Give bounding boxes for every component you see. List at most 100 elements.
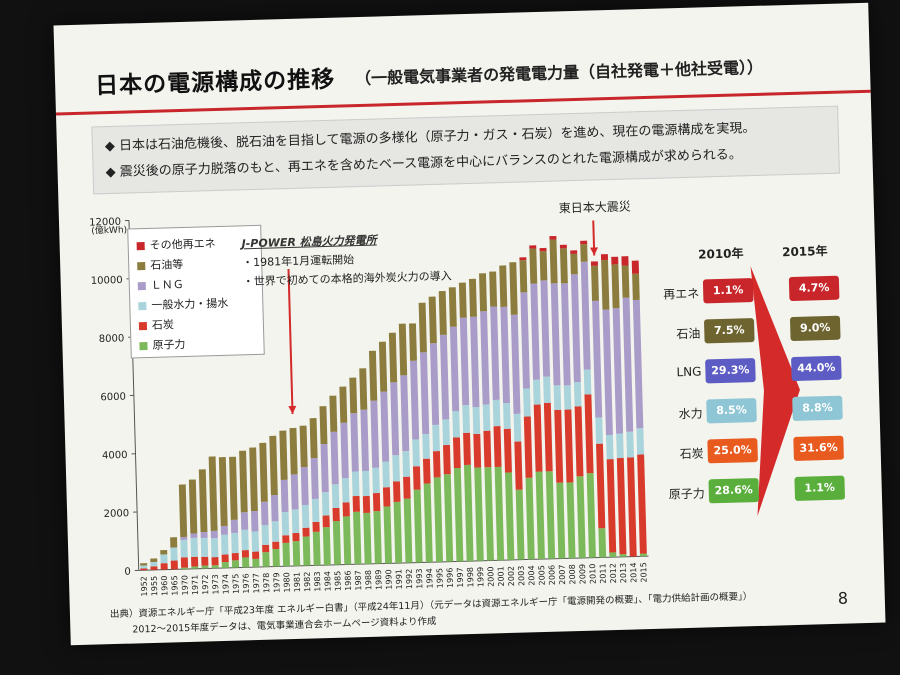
bar-segment xyxy=(576,476,586,559)
bar-segment xyxy=(515,489,525,560)
bar-segment xyxy=(432,451,441,478)
mix-2015-value: 8.8% xyxy=(792,395,843,422)
x-tick-label: 1980 xyxy=(282,572,292,593)
mix-2015-value: 4.7% xyxy=(788,275,840,302)
year-2010-header: 2010年 xyxy=(697,246,744,262)
x-tick-label: 1983 xyxy=(313,571,323,592)
bar-segment xyxy=(449,326,460,412)
bar-segment xyxy=(432,424,440,452)
x-tick-label: 1987 xyxy=(354,570,364,591)
bar-segment xyxy=(231,560,240,568)
bar-segment xyxy=(231,532,239,554)
bar-segment xyxy=(631,260,640,274)
bar-segment xyxy=(596,443,606,529)
bar-segment xyxy=(443,474,454,562)
mix-2015-value: 1.1% xyxy=(794,475,846,501)
bar-segment xyxy=(580,261,591,370)
x-tick-label: 1970 xyxy=(180,575,190,596)
bar-segment xyxy=(320,443,329,493)
bar-segment xyxy=(403,476,411,499)
bar-segment xyxy=(503,402,511,429)
mix-2015-value: 44.0% xyxy=(791,355,842,382)
bar-segment xyxy=(429,343,440,425)
bar-segment xyxy=(393,501,403,564)
bar-segment xyxy=(490,306,500,400)
bar-segment xyxy=(413,489,423,563)
mix-row-label: 原子力 xyxy=(668,486,706,502)
bar-segment xyxy=(410,360,420,440)
bar-segment xyxy=(353,511,362,565)
bar-segment xyxy=(360,409,370,472)
bar-segment xyxy=(362,495,371,513)
bar-segment xyxy=(249,447,258,512)
bar-segment xyxy=(570,253,578,275)
bar-segment xyxy=(239,450,248,513)
bar-segment xyxy=(170,547,178,561)
x-tick-label: 1986 xyxy=(343,570,353,591)
x-tick-label: 1994 xyxy=(425,568,435,589)
legend-item: 一般水力・揚水 xyxy=(138,295,229,314)
bar-segment xyxy=(322,515,330,528)
bar-segment xyxy=(340,422,349,479)
x-tick-label: 1955 xyxy=(150,576,160,597)
bar-segment xyxy=(621,265,630,298)
x-tick-label: 1988 xyxy=(364,570,374,591)
bar-segment xyxy=(241,550,249,558)
bar-segment xyxy=(484,467,494,561)
bar-segment xyxy=(272,541,280,550)
x-tick-label: 1975 xyxy=(231,573,241,594)
bar-segment xyxy=(388,332,398,383)
bar-segment xyxy=(529,245,537,249)
bar-segment xyxy=(282,535,290,543)
bar-segment xyxy=(221,554,229,563)
mix-2010-value: 7.5% xyxy=(703,318,755,344)
bar-segment xyxy=(322,527,331,566)
bar-segment xyxy=(616,457,627,555)
bar-segment xyxy=(170,560,178,570)
bar-segment xyxy=(420,352,430,435)
bar-segment xyxy=(289,427,298,475)
bar-segment xyxy=(482,404,491,431)
bar-segment xyxy=(231,552,239,561)
bar-segment xyxy=(140,565,148,569)
bar-segment xyxy=(393,481,401,502)
bar-segment xyxy=(180,536,188,540)
bar-segment xyxy=(519,257,527,261)
bar-segment xyxy=(459,317,470,406)
bar-segment xyxy=(418,302,427,353)
bar-segment xyxy=(533,404,543,472)
bar-segment xyxy=(566,482,576,559)
bar-segment xyxy=(310,457,319,499)
bar-segment xyxy=(240,512,249,530)
x-tick-label: 1982 xyxy=(303,572,313,593)
bar-segment xyxy=(452,437,461,469)
bar-segment xyxy=(553,385,562,410)
bar-segment xyxy=(601,259,610,310)
x-tick-label: 2011 xyxy=(598,563,608,584)
legend-label: その他再エネ xyxy=(149,237,216,252)
y-axis-label: (億kWh) xyxy=(91,224,127,237)
earthquake-arrow-head xyxy=(590,247,599,256)
bar-segment xyxy=(390,382,400,456)
bar-segment xyxy=(422,433,430,459)
bar-segment xyxy=(489,271,498,307)
x-tick-label: 1998 xyxy=(466,567,476,588)
bar-segment xyxy=(523,416,533,478)
bar-segment xyxy=(363,512,372,565)
x-tick-label: 1997 xyxy=(456,567,466,588)
x-tick-label: 1996 xyxy=(445,568,455,589)
bar-segment xyxy=(453,467,464,562)
bar-segment xyxy=(290,474,299,510)
x-tick-label: 1965 xyxy=(170,575,180,596)
bar-segment xyxy=(180,557,189,568)
bar-segment xyxy=(382,487,391,507)
bar-segment xyxy=(200,537,209,557)
y-tick-label: 4000 xyxy=(102,450,128,462)
bar-segment xyxy=(160,554,168,564)
bar-segment xyxy=(359,368,368,410)
bar-segment xyxy=(468,278,477,317)
bar-segment xyxy=(560,283,571,386)
mix-2015-value: 31.6% xyxy=(793,435,844,461)
x-tick-label: 1985 xyxy=(333,571,343,592)
x-tick-label: 1989 xyxy=(374,570,384,591)
